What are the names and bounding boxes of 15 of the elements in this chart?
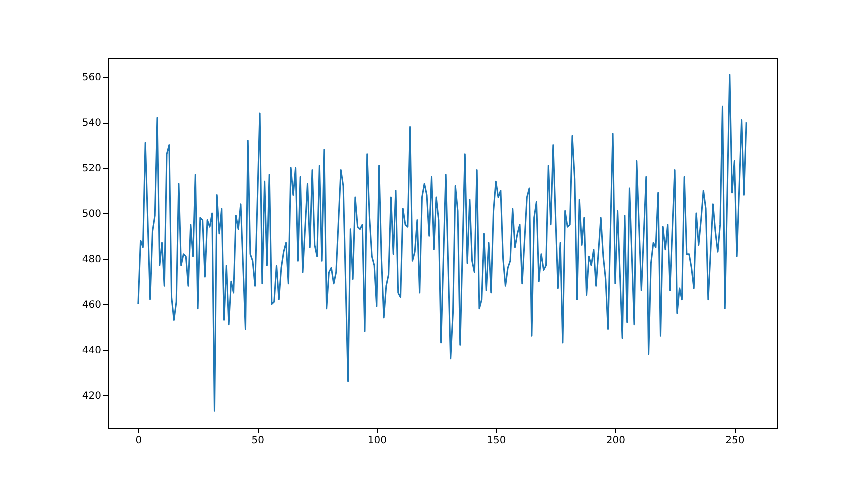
y-tick-label: 500: [82, 208, 102, 220]
x-tick-label: 0: [136, 436, 142, 446]
line-series: [138, 74, 748, 412]
y-tick-label: 520: [82, 164, 102, 174]
y-tick-label: 560: [82, 72, 102, 84]
y-tick-label: 460: [82, 300, 102, 311]
x-tick-label: 100: [368, 436, 387, 446]
y-tick-label: 480: [82, 254, 102, 266]
x-tick-label: 250: [726, 436, 745, 446]
x-tick-label: 150: [487, 436, 506, 446]
y-tick-label: 420: [82, 390, 102, 402]
y-tick-label: 440: [82, 345, 102, 356]
y-tick-label: 540: [82, 118, 102, 130]
x-tick-label: 200: [606, 436, 626, 446]
x-tick-label: 50: [252, 436, 265, 446]
